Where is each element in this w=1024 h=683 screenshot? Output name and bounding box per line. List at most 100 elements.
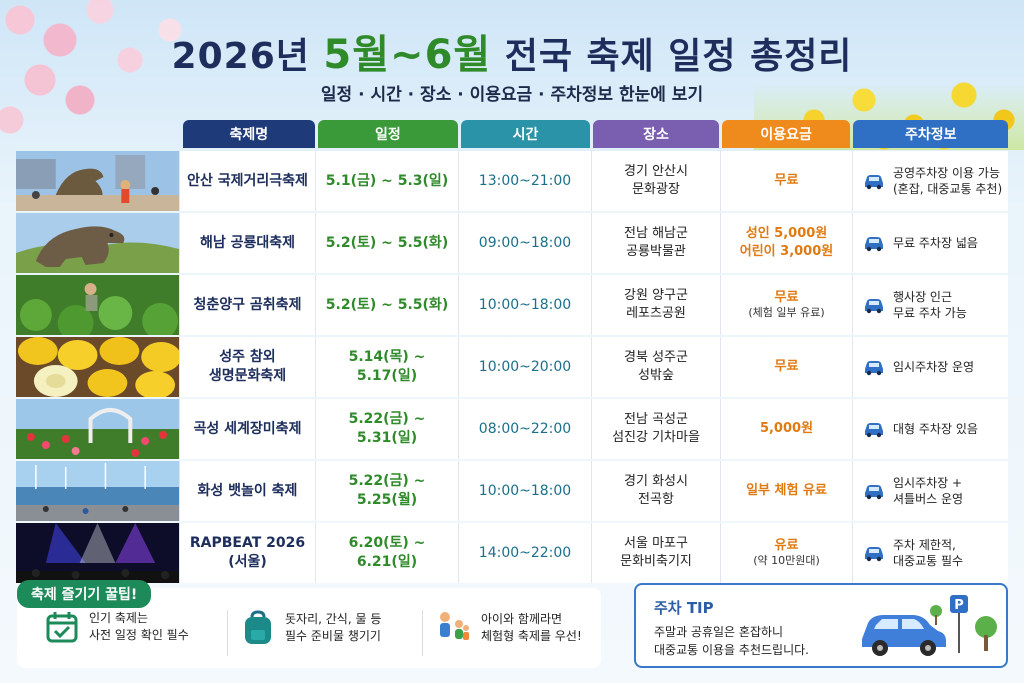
header-date: 일정	[318, 120, 458, 148]
car-icon	[865, 485, 883, 500]
festival-parking: 무료 주차장 넓음	[853, 213, 1008, 273]
festival-time: 10:00~18:00	[459, 275, 592, 335]
festival-place: 서울 마포구 문화비축기지	[592, 523, 721, 583]
festival-photo	[16, 523, 179, 583]
table-row: 청춘양구 곰취축제 5.2(토) ~ 5.5(화) 10:00~18:00 강원 양구…	[16, 275, 1008, 335]
festival-photo	[16, 151, 179, 211]
car-icon	[865, 423, 883, 438]
title-rest: 전국 축제 일정 총정리	[504, 36, 853, 77]
festival-fee: 무료	[721, 337, 853, 397]
table-row: 성주 참외 생명문화축제 5.14(목) ~ 5.17(일) 10:00~20:00…	[16, 337, 1008, 397]
page-subtitle: 일정 · 시간 · 장소 · 이용요금 · 주차정보 한눈에 보기	[320, 85, 704, 105]
table-row: RAPBEAT 2026 (서울) 6.20(토) ~ 6.21(일) 14:00~…	[16, 523, 1008, 583]
festival-date: 6.20(토) ~ 6.21(일)	[316, 523, 459, 583]
festival-name: 해남 공룡대축제	[180, 213, 316, 273]
car-icon	[865, 547, 883, 562]
parking-tip-box: 주차 TIP 주말과 공휴일은 혼잡하니 대중교통 이용을 추천드립니다. P	[634, 583, 1008, 668]
title-months: 5월~6월	[323, 32, 492, 78]
calendar-check-icon	[46, 612, 78, 643]
photo-cell	[16, 337, 180, 397]
festival-name: 화성 뱃놀이 축제	[180, 461, 316, 521]
parking-tip-title: 주차 TIP	[654, 599, 714, 617]
page-title: 2026년 5월~6월 전국 축제 일정 총정리	[0, 22, 1024, 80]
festival-time: 08:00~22:00	[459, 399, 592, 459]
festival-date: 5.1(금) ~ 5.3(일)	[316, 151, 459, 211]
festival-place: 전남 해남군 공룡박물관	[592, 213, 721, 273]
title-year: 2026년	[171, 36, 310, 77]
festival-place: 전남 곡성군 섬진강 기차마을	[592, 399, 721, 459]
tip-text: 인기 축제는 사전 일정 확인 필수	[89, 611, 189, 643]
fee-note: (체험 일부 유료)	[748, 306, 825, 320]
festival-name: 청춘양구 곰취축제	[180, 275, 316, 335]
table-row: 안산 국제거리극축제 5.1(금) ~ 5.3(일) 13:00~21:00 경기 안…	[16, 151, 1008, 211]
parking-sign-letter: P	[954, 598, 964, 613]
festival-photo	[16, 213, 179, 273]
festival-place: 강원 양구군 레포츠공원	[592, 275, 721, 335]
table-row: 화성 뱃놀이 축제 5.22(금) ~ 5.25(월) 10:00~18:00 경기 …	[16, 461, 1008, 521]
festival-parking: 주차 제한적, 대중교통 필수	[853, 523, 1008, 583]
tips-title: 축제 즐기기 꿀팁!	[17, 580, 152, 608]
festival-date: 5.2(토) ~ 5.5(화)	[316, 275, 459, 335]
festival-place: 경기 안산시 문화광장	[592, 151, 721, 211]
car-icon	[862, 615, 946, 656]
fee-note: (약 10만원대)	[753, 554, 820, 568]
photo-cell	[16, 523, 180, 583]
header-fee: 이용요금	[721, 120, 851, 148]
fee-value: 무료	[774, 173, 799, 189]
cherry-blossom-decoration	[0, 0, 210, 150]
backpack-icon	[245, 610, 271, 644]
header-spacer	[16, 120, 180, 148]
fee-value: 유료	[774, 537, 799, 553]
photo-cell	[16, 461, 180, 521]
fee-value: 일부 체험 유료	[746, 483, 827, 499]
festival-time: 10:00~20:00	[459, 337, 592, 397]
tip-text: 돗자리, 간식, 물 등 필수 준비물 챙기기	[285, 611, 382, 643]
fee-value: 5,000원	[759, 421, 814, 437]
parking-illustration: P	[862, 595, 997, 656]
festival-parking: 행사장 인근 무료 주차 가능	[853, 275, 1008, 335]
festival-fee: 성인 5,000원 어린이 3,000원	[721, 213, 853, 273]
car-icon	[865, 175, 883, 190]
festival-time: 14:00~22:00	[459, 523, 592, 583]
festival-name: 안산 국제거리극축제	[180, 151, 316, 211]
tips-panel: 축제 즐기기 꿀팁! 인기 축제는 사전 일정 확인 필수 돗자리, 간식, 물…	[17, 580, 601, 668]
tip-text: 아이와 함께라면 체험형 축제를 우선!	[481, 611, 582, 643]
festival-photo	[16, 399, 179, 459]
fee-value: 무료	[774, 289, 799, 305]
festival-place: 경기 화성시 전곡항	[592, 461, 721, 521]
photo-cell	[16, 151, 180, 211]
festival-time: 13:00~21:00	[459, 151, 592, 211]
table-row: 곡성 세계장미축제 5.22(금) ~ 5.31(일) 08:00~22:00 전남 …	[16, 399, 1008, 459]
festival-date: 5.2(토) ~ 5.5(화)	[316, 213, 459, 273]
festival-parking: 대형 주차장 있음	[853, 399, 1008, 459]
fee-value: 무료	[774, 359, 799, 375]
fee-value: 성인 5,000원 어린이 3,000원	[739, 226, 834, 259]
festival-photo	[16, 461, 179, 521]
tip-divider	[422, 610, 423, 656]
festival-date: 5.14(목) ~ 5.17(일)	[316, 337, 459, 397]
photo-cell	[16, 213, 180, 273]
festival-parking: 임시주차장 + 셔틀버스 운영	[853, 461, 1008, 521]
festival-name: 곡성 세계장미축제	[180, 399, 316, 459]
festival-name: RAPBEAT 2026 (서울)	[180, 523, 316, 583]
table-body: 안산 국제거리극축제 5.1(금) ~ 5.3(일) 13:00~21:00 경기 안…	[16, 151, 1008, 583]
festival-fee: 무료 (체험 일부 유료)	[721, 275, 853, 335]
tree-icon	[930, 605, 997, 651]
tip-item: 돗자리, 간식, 물 등 필수 준비물 챙기기	[241, 610, 381, 646]
car-icon	[865, 361, 883, 376]
tip-item: 아이와 함께라면 체험형 축제를 우선!	[435, 610, 582, 646]
festival-time: 09:00~18:00	[459, 213, 592, 273]
festival-name: 성주 참외 생명문화축제	[180, 337, 316, 397]
festival-parking: 공영주차장 이용 가능 (혼잡, 대중교통 추천)	[853, 151, 1008, 211]
festival-date: 5.22(금) ~ 5.31(일)	[316, 399, 459, 459]
photo-cell	[16, 399, 180, 459]
festival-place: 경북 성주군 성밖숲	[592, 337, 721, 397]
table-row: 해남 공룡대축제 5.2(토) ~ 5.5(화) 09:00~18:00 전남 해남군…	[16, 213, 1008, 273]
festival-fee: 유료 (약 10만원대)	[721, 523, 853, 583]
header-place: 장소	[593, 120, 719, 148]
festival-date: 5.22(금) ~ 5.25(월)	[316, 461, 459, 521]
car-icon	[865, 299, 883, 314]
table-header: 축제명 일정 시간 장소 이용요금 주차정보	[16, 120, 1008, 148]
header-time: 시간	[460, 120, 591, 148]
festival-parking: 임시주차장 운영	[853, 337, 1008, 397]
